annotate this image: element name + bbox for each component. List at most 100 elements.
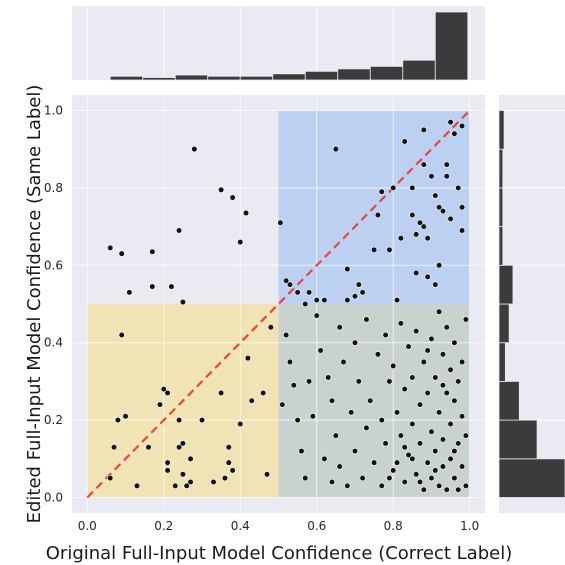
right-hist-bar [498,458,565,498]
scatter-point [432,447,439,455]
scatter-point [390,184,397,191]
scatter-point [175,417,183,424]
scatter-point [413,231,420,238]
scatter-point [393,409,401,416]
scatter-point [302,475,309,482]
x-tick-label: 0.0 [78,519,97,533]
scatter-point [122,413,129,420]
scatter-point [263,471,271,478]
scatter-point [359,289,366,296]
scatter-point [416,478,424,486]
scatter-point [164,467,171,474]
right-hist-bar [498,110,505,150]
scatter-point [351,447,359,455]
scatter-point [149,248,156,255]
scatter-point [401,444,408,451]
y-tick-label: 0.6 [44,258,63,272]
x-tick-label: 1.0 [460,519,479,533]
scatter-point [436,308,443,315]
scatter-point [374,351,382,358]
scatter-point [443,173,450,180]
y-axis-title: Edited Full-Input Model Confidence (Same… [24,85,45,524]
scatter-point [416,219,424,226]
scatter-point [416,401,424,408]
scatter-point [110,444,118,451]
scatter-point [458,227,466,234]
top-hist-bar [337,68,371,81]
scatter-point [458,204,466,211]
x-tick-label: 0.8 [384,519,403,533]
scatter-point [107,475,114,482]
scatter-point [424,235,431,242]
scatter-point [359,475,366,482]
right-hist-bar [498,342,506,382]
scatter-point [156,401,164,408]
scatter-point [260,389,267,397]
x-tick-label: 0.4 [231,519,250,533]
scatter-point [267,324,274,331]
scatter-point [455,486,462,493]
top-hist-bar [304,70,339,81]
scatter-point [126,289,133,296]
scatter-point [436,409,443,416]
scatter-point [328,478,336,486]
scatter-point [428,173,435,180]
scatter-point [321,455,328,462]
scatter-point [443,161,450,168]
scatter-point [225,459,232,466]
right-hist-bar [498,419,538,460]
scatter-point [244,355,252,362]
scatter-point [221,475,229,482]
scatter-point [420,358,427,366]
scatter-point [363,316,370,323]
scatter-point [367,397,374,404]
right-hist-bar [498,264,514,305]
scatter-point [218,186,225,193]
scatter-point [242,209,250,217]
scatter-point [183,482,190,490]
scatter-point [237,238,244,246]
scatter-point [363,424,370,431]
scatter-point [382,331,389,339]
scatter-point [439,351,447,358]
scatter-point [428,428,435,435]
top-hist-bar [402,59,436,81]
scatter-point [458,463,466,470]
scatter-point [397,235,404,242]
top-histogram-grid [86,6,471,80]
scatter-point [451,130,458,137]
scatter-point [447,455,454,462]
scatter-point [378,482,385,490]
y-tick-label: 0.4 [44,336,63,350]
scatter-point [336,463,343,470]
scatter-point [348,409,355,416]
right-hist-bar [498,303,510,344]
scatter-point [428,335,435,342]
scatter-point [386,378,393,385]
scatter-point [401,386,408,393]
scatter-point [351,293,359,300]
scatter-point [432,192,439,199]
scatter-point [279,401,286,408]
scatter-point [325,374,332,381]
scatter-point [436,204,443,211]
scatter-point [225,444,232,451]
scatter-point [401,138,408,145]
scatter-point [420,223,427,230]
scatter-point [149,283,156,290]
scatter-point [336,324,343,331]
scatter-point [309,413,317,420]
top-marginal-histogram [72,6,485,81]
scatter-point [447,366,454,373]
top-hist-bar [272,73,306,81]
scatter-point [210,478,217,486]
scatter-point [432,374,439,381]
scatter-point [424,459,431,466]
top-hist-bar [109,75,144,81]
scatter-point [428,475,435,482]
scatter-point [313,312,320,319]
scatter-point [443,486,450,493]
scatter-point [462,316,469,323]
scatter-point [447,420,454,428]
